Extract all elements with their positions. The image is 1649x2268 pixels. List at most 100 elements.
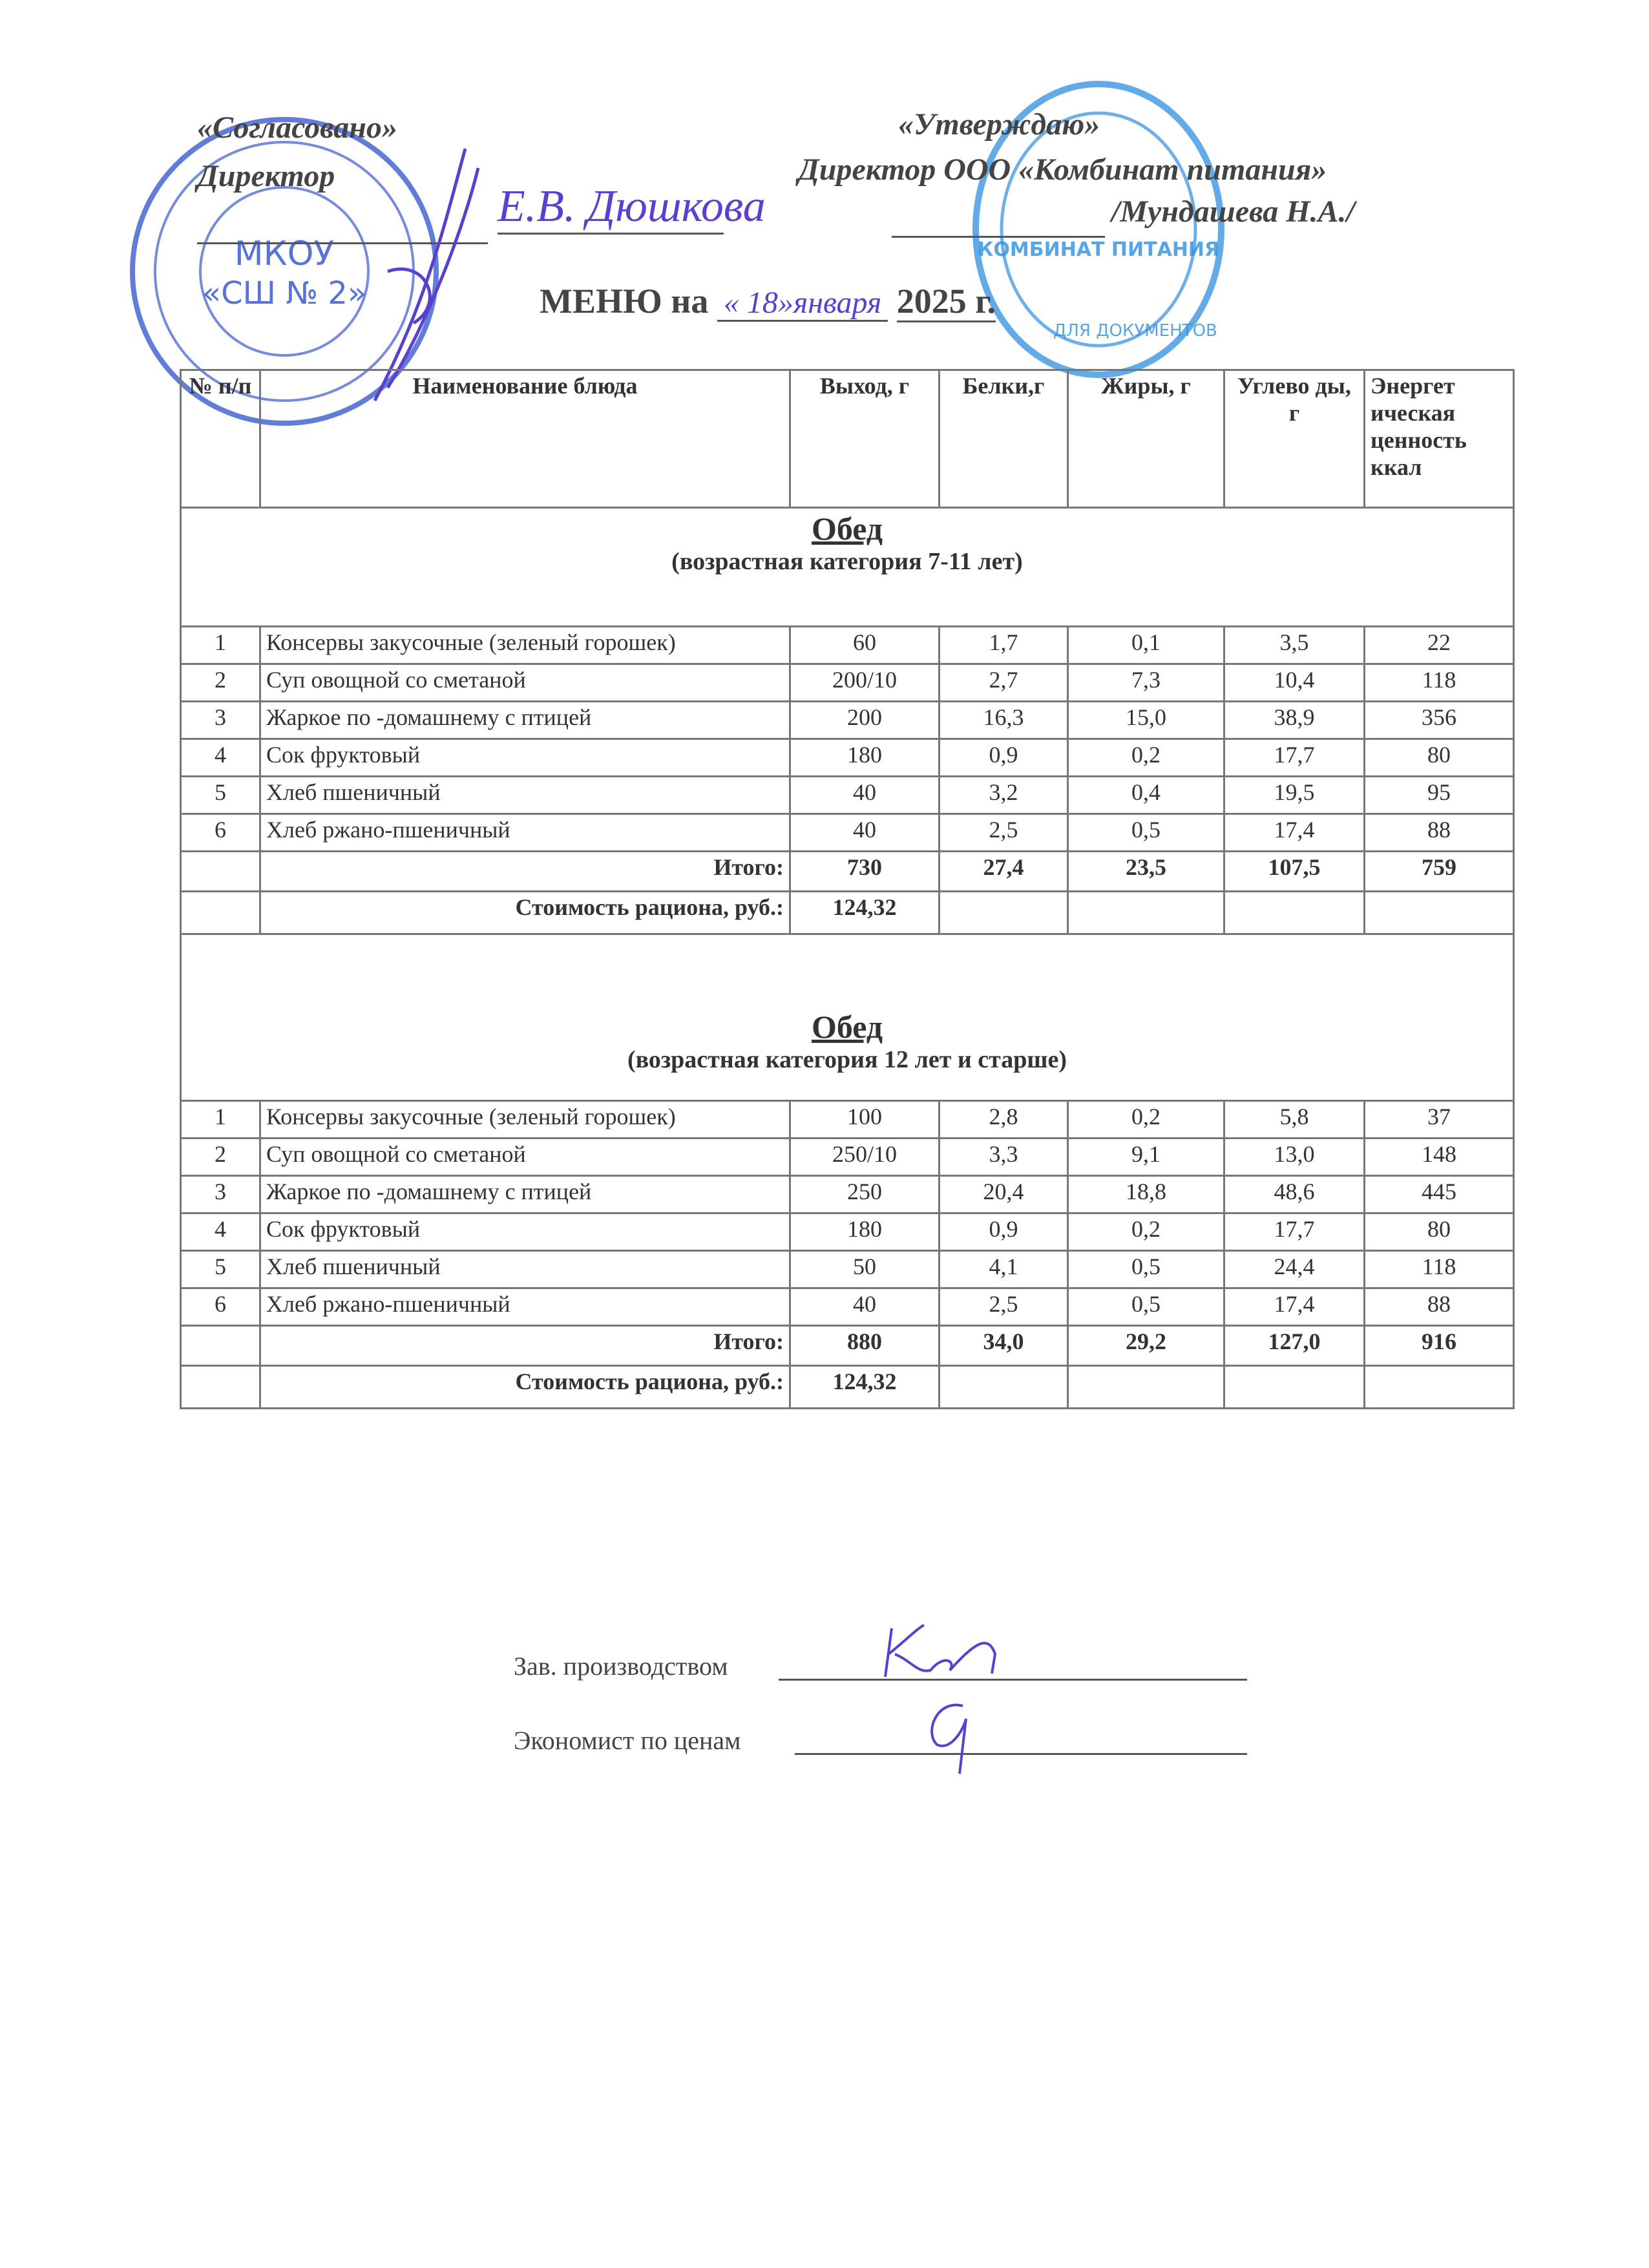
row-number: 5 (180, 775, 261, 815)
total-protein: 34,0 (938, 1325, 1069, 1367)
protein: 20,4 (938, 1175, 1069, 1214)
fat: 0,1 (1067, 625, 1225, 665)
row-number: 3 (180, 700, 261, 740)
economist-signature (930, 1703, 967, 1774)
production-manager-label: Зав. производством (514, 1652, 728, 1681)
empty-cell (180, 850, 261, 892)
row-number: 3 (180, 1175, 261, 1214)
table-row: 6 Хлеб ржано-пшеничный 40 2,5 0,5 17,4 88 (180, 813, 1515, 852)
empty-cell (1223, 1365, 1365, 1409)
production-signature (884, 1624, 997, 1677)
yield: 40 (789, 813, 940, 852)
protein: 2,5 (938, 1287, 1069, 1327)
table-row: 3 Жаркое по -домашнему с птицей 250 20,4 18,… (180, 1175, 1515, 1214)
protein: 4,1 (938, 1250, 1069, 1289)
yield: 200/10 (789, 663, 940, 702)
empty-cell (1067, 1365, 1225, 1409)
protein: 3,2 (938, 775, 1069, 815)
total-carbs: 127,0 (1223, 1325, 1365, 1367)
total-row: Итого: 730 27,4 23,5 107,5 759 (180, 850, 1515, 892)
empty-cell (180, 1365, 261, 1409)
table-row: 4 Сок фруктовый 180 0,9 0,2 17,7 80 (180, 738, 1515, 777)
energy: 37 (1363, 1100, 1515, 1139)
col-energy: Энергет ическая ценность ккал (1363, 369, 1515, 509)
fat: 0,4 (1067, 775, 1225, 815)
total-label: Итого: (259, 850, 791, 892)
yield: 40 (789, 775, 940, 815)
energy: 80 (1363, 738, 1515, 777)
fat: 7,3 (1067, 663, 1225, 702)
total-fat: 23,5 (1067, 850, 1225, 892)
table-row: 6 Хлеб ржано-пшеничный 40 2,5 0,5 17,4 88 (180, 1287, 1515, 1327)
approval-right: «Утверждаю» (898, 107, 1100, 142)
protein: 2,5 (938, 813, 1069, 852)
svg-text:ДЛЯ ДОКУМЕНТОВ: ДЛЯ ДОКУМЕНТОВ (1053, 321, 1217, 341)
fat: 0,5 (1067, 813, 1225, 852)
yield: 180 (789, 738, 940, 777)
protein: 0,9 (938, 738, 1069, 777)
carbs: 17,7 (1223, 1212, 1365, 1252)
energy: 118 (1363, 663, 1515, 702)
cost-label: Стоимость рациона, руб.: (259, 890, 791, 935)
director-signature (373, 148, 480, 402)
svg-text:МКОУ: МКОУ (235, 235, 334, 273)
cost-value: 124,32 (789, 1365, 940, 1409)
director-left-name: Е.В. Дюшкова (498, 181, 766, 235)
dish-name: Хлеб ржано-пшеничный (259, 813, 791, 852)
dish-name: Консервы закусочные (зеленый горошек) (259, 625, 791, 665)
energy: 88 (1363, 813, 1515, 852)
carbs: 24,4 (1223, 1250, 1365, 1289)
yield: 40 (789, 1287, 940, 1327)
total-row: Итого: 880 34,0 29,2 127,0 916 (180, 1325, 1515, 1367)
row-number: 4 (180, 1212, 261, 1252)
col-number: № п/п (180, 369, 261, 509)
protein: 3,3 (938, 1137, 1069, 1177)
total-energy: 759 (1363, 850, 1515, 892)
row-number: 1 (180, 1100, 261, 1139)
energy: 88 (1363, 1287, 1515, 1327)
dish-name: Хлеб пшеничный (259, 1250, 791, 1289)
protein: 2,7 (938, 663, 1069, 702)
dish-name: Хлеб пшеничный (259, 775, 791, 815)
dish-name: Сок фруктовый (259, 738, 791, 777)
dish-name: Хлеб ржано-пшеничный (259, 1287, 791, 1327)
section-title: Обед (811, 1009, 883, 1045)
table-row: 1 Консервы закусочные (зеленый горошек) 10… (180, 1100, 1515, 1139)
cost-row: Стоимость рациона, руб.: 124,32 (180, 1365, 1515, 1409)
fat: 0,5 (1067, 1287, 1225, 1327)
carbs: 17,4 (1223, 1287, 1365, 1327)
menu-date: « 18»января (717, 286, 888, 322)
energy: 95 (1363, 775, 1515, 815)
carbs: 17,4 (1223, 813, 1365, 852)
protein: 0,9 (938, 1212, 1069, 1252)
dish-name: Жаркое по -домашнему с птицей (259, 700, 791, 740)
protein: 1,7 (938, 625, 1069, 665)
director-left-title: Директор (197, 159, 335, 193)
energy: 445 (1363, 1175, 1515, 1214)
protein: 16,3 (938, 700, 1069, 740)
dish-name: Суп овощной со сметаной (259, 663, 791, 702)
yield: 60 (789, 625, 940, 665)
empty-cell (1363, 890, 1515, 935)
carbs: 48,6 (1223, 1175, 1365, 1214)
row-number: 1 (180, 625, 261, 665)
empty-cell (1067, 890, 1225, 935)
dish-name: Жаркое по -домашнему с птицей (259, 1175, 791, 1214)
dish-name: Суп овощной со сметаной (259, 1137, 791, 1177)
carbs: 38,9 (1223, 700, 1365, 740)
carbs: 5,8 (1223, 1100, 1365, 1139)
director-right-name: /Мундашева Н.А./ (1111, 194, 1355, 229)
signature-line-left (197, 242, 488, 244)
svg-text:КОМБИНАТ ПИТАНИЯ: КОМБИНАТ ПИТАНИЯ (978, 238, 1219, 261)
row-number: 6 (180, 1287, 261, 1327)
menu-title: МЕНЮ на « 18»января 2025 г. (540, 281, 996, 322)
carbs: 17,7 (1223, 738, 1365, 777)
director-right-title: Директор ООО «Комбинат питания» (798, 152, 1327, 187)
economist-signature-line (795, 1753, 1247, 1755)
svg-text:«СШ № 2»: «СШ № 2» (202, 275, 367, 311)
total-fat: 29,2 (1067, 1325, 1225, 1367)
menu-year: 2025 г. (896, 282, 996, 322)
table-row: 5 Хлеб пшеничный 40 3,2 0,4 19,5 95 (180, 775, 1515, 815)
empty-cell (938, 1365, 1069, 1409)
row-number: 6 (180, 813, 261, 852)
